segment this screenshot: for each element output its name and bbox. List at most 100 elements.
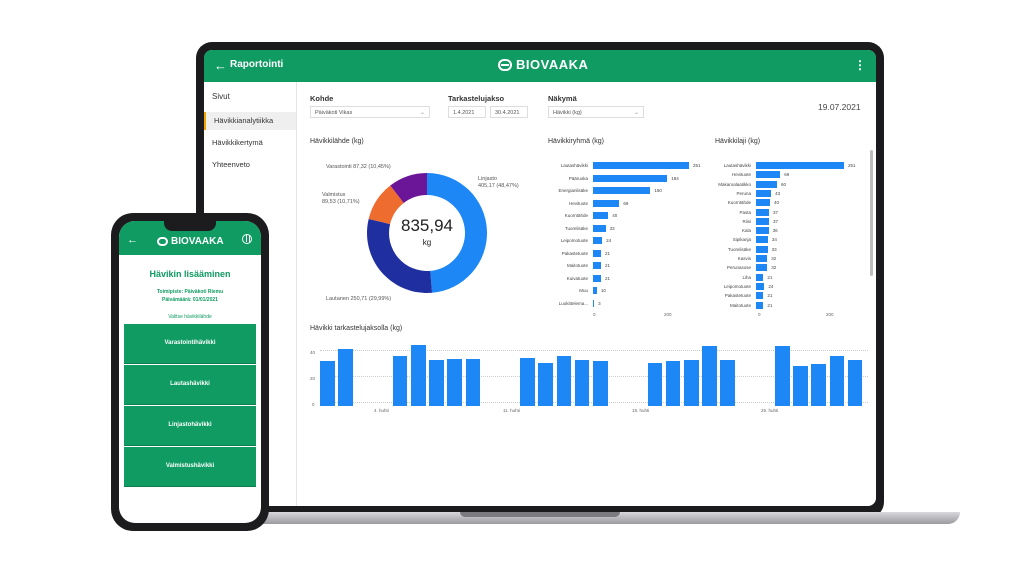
- ts-bar[interactable]: [829, 356, 845, 406]
- type-bar[interactable]: [756, 264, 768, 272]
- group-bar[interactable]: [593, 212, 609, 219]
- laptop-frame: ← Raportointi BIOVAAKA ⋮ Sivut Hävikkian…: [196, 42, 884, 518]
- ts-bar[interactable]: [320, 361, 335, 406]
- ts-bar[interactable]: [520, 357, 535, 406]
- type-bar[interactable]: [756, 208, 769, 216]
- period-start-input[interactable]: 1.4.2021: [448, 106, 486, 118]
- donut-slice-lautanen[interactable]: [367, 218, 433, 293]
- ts-bar[interactable]: [684, 360, 699, 406]
- more-menu-icon[interactable]: ⋮: [854, 58, 866, 72]
- group-bar[interactable]: [593, 187, 651, 194]
- type-bar[interactable]: [756, 236, 768, 244]
- current-date: 19.07.2021: [818, 102, 861, 112]
- group-bar[interactable]: [593, 174, 668, 182]
- group-label: Hevituote: [568, 200, 588, 206]
- ts-bar[interactable]: [847, 360, 863, 406]
- type-label: Leipomotuote: [723, 283, 751, 289]
- group-bar[interactable]: [593, 274, 602, 282]
- back-link-label[interactable]: Raportointi: [230, 59, 284, 70]
- ts-bar[interactable]: [465, 358, 481, 406]
- type-chart-scrollbar[interactable]: [870, 150, 873, 276]
- group-label: Leipomotuote: [560, 238, 588, 243]
- type-bar[interactable]: [756, 199, 771, 207]
- ts-bar[interactable]: [574, 360, 590, 406]
- back-arrow-icon[interactable]: ←: [127, 234, 138, 246]
- linjastohavikki-button[interactable]: Linjastohävikki: [124, 406, 256, 446]
- ts-bar[interactable]: [556, 356, 572, 406]
- group-label: Luokittelema...: [558, 300, 588, 306]
- varastointihavikki-button[interactable]: Varastointihävikki: [124, 324, 256, 364]
- type-bar[interactable]: [756, 227, 769, 235]
- ts-bar[interactable]: [429, 360, 444, 406]
- phone-brand: BIOVAAKA: [157, 236, 224, 247]
- group-value: 69: [623, 200, 629, 206]
- group-bar[interactable]: [593, 287, 597, 294]
- type-label: Pakastetuote: [724, 293, 751, 299]
- group-bar[interactable]: [593, 237, 603, 244]
- ts-bar[interactable]: [647, 362, 663, 406]
- donut-label-varastointi: Varastointi 87,32 (10,45%): [326, 164, 391, 170]
- type-bar[interactable]: [756, 217, 769, 225]
- group-bar[interactable]: [593, 249, 602, 257]
- donut-slice-linjasto[interactable]: [427, 173, 488, 293]
- group-label: Pääruoka: [568, 175, 588, 181]
- view-select[interactable]: Hävikki (kg) ⌄: [548, 106, 644, 118]
- group-bar[interactable]: [593, 199, 620, 207]
- back-arrow-icon[interactable]: ←: [214, 58, 227, 73]
- type-bar[interactable]: [756, 273, 764, 281]
- type-bar[interactable]: [756, 180, 778, 188]
- lautashavikki-button[interactable]: Lautashävikki: [124, 365, 256, 405]
- donut-title: Hävikkilähde (kg): [310, 138, 364, 145]
- type-bar[interactable]: [756, 245, 768, 253]
- brand-name: BIOVAAKA: [516, 57, 589, 72]
- period-end-input[interactable]: 30.4.2021: [490, 106, 528, 118]
- ts-bar[interactable]: [392, 356, 408, 406]
- ts-bar[interactable]: [775, 346, 790, 406]
- type-bar[interactable]: [756, 189, 772, 197]
- ts-bar[interactable]: [447, 358, 462, 406]
- ts-bar[interactable]: [702, 346, 717, 406]
- ts-bar[interactable]: [411, 345, 426, 406]
- ts-bar[interactable]: [538, 362, 553, 406]
- group-bar[interactable]: [593, 224, 606, 232]
- type-value: 34: [771, 237, 777, 243]
- donut-slice-varastointi[interactable]: [390, 173, 427, 203]
- type-bar[interactable]: [756, 301, 764, 309]
- group-bar[interactable]: [593, 262, 602, 269]
- sidebar-item-havikkikertyma[interactable]: Hävikkikertymä: [212, 138, 263, 147]
- ts-y-tick-0: 0: [312, 402, 315, 407]
- sidebar-item-yhteenveto[interactable]: Yhteenveto: [212, 160, 250, 169]
- ts-x-tick-11: 11. huhti: [503, 408, 520, 413]
- group-value: 21: [605, 250, 611, 256]
- group-x-tick-200: 200: [664, 312, 672, 317]
- laptop-base-notch: [460, 512, 620, 517]
- kohde-label: Kohde: [310, 94, 334, 103]
- type-value: 36: [772, 228, 778, 234]
- ts-bar[interactable]: [720, 360, 735, 406]
- group-bar[interactable]: [593, 299, 595, 307]
- type-bar[interactable]: [756, 171, 781, 179]
- laptop-base: [240, 512, 960, 524]
- type-value: 60: [781, 181, 787, 187]
- type-label: Pasta: [739, 209, 751, 215]
- donut-slice-valmistus[interactable]: [368, 185, 404, 225]
- ts-bar[interactable]: [665, 361, 681, 406]
- ts-bar[interactable]: [811, 363, 826, 406]
- type-bar[interactable]: [756, 255, 768, 262]
- type-bar[interactable]: [756, 282, 765, 290]
- globe-icon[interactable]: [242, 234, 252, 244]
- donut-label-linjasto-name: Linjasto: [478, 176, 497, 182]
- ts-bar[interactable]: [793, 366, 808, 406]
- group-bar[interactable]: [593, 162, 689, 169]
- type-bar[interactable]: [756, 162, 844, 169]
- ts-bar[interactable]: [338, 348, 353, 406]
- type-label: Lautashävikki: [723, 163, 751, 168]
- type-value: 69: [784, 172, 790, 178]
- kohde-select[interactable]: Päiväkoti Vikas ⌄: [310, 106, 430, 118]
- type-bar[interactable]: [756, 292, 764, 300]
- valmistushavikki-button[interactable]: Valmistushävikki: [124, 447, 256, 487]
- group-value: 33: [609, 225, 615, 231]
- sidebar-item-havikkianalytiikka[interactable]: Hävikkianalytiikka: [204, 112, 296, 130]
- ts-bar[interactable]: [593, 361, 608, 406]
- donut-chart: [367, 173, 488, 293]
